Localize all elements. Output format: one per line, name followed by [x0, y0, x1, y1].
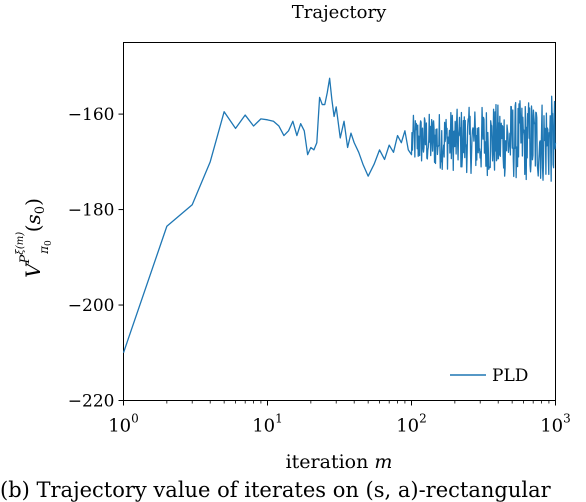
x-axis-label: iteration m: [286, 451, 393, 473]
y-tick-label: −200: [68, 296, 115, 316]
series-layer: [122, 77, 557, 353]
x-axis: 100 101 102 103: [108, 400, 571, 437]
x-tick-label: 102: [396, 412, 427, 437]
y-tick-label: −220: [68, 392, 115, 412]
y-tick-label: −180: [68, 201, 115, 221]
x-tick-label: 103: [540, 412, 571, 437]
y-tick-label: −160: [68, 105, 115, 125]
series-line-pld: [122, 77, 557, 353]
chart-title: Trajectory: [292, 2, 387, 23]
x-tick-label: 100: [108, 412, 139, 437]
plot-frame: [123, 42, 556, 401]
y-axis-label: VPξ(m) π0(s0): [15, 198, 54, 278]
svg-text:VPξ(m)π0(s0): VPξ(m) π0(s0): [15, 198, 54, 278]
legend: PLD: [450, 366, 528, 386]
figure-caption: (b) Trajectory value of iterates on (s, …: [0, 478, 551, 502]
x-tick-label: 101: [252, 412, 283, 437]
y-axis: −220 −200 −180 −160: [68, 105, 124, 412]
legend-label-pld: PLD: [492, 366, 528, 386]
